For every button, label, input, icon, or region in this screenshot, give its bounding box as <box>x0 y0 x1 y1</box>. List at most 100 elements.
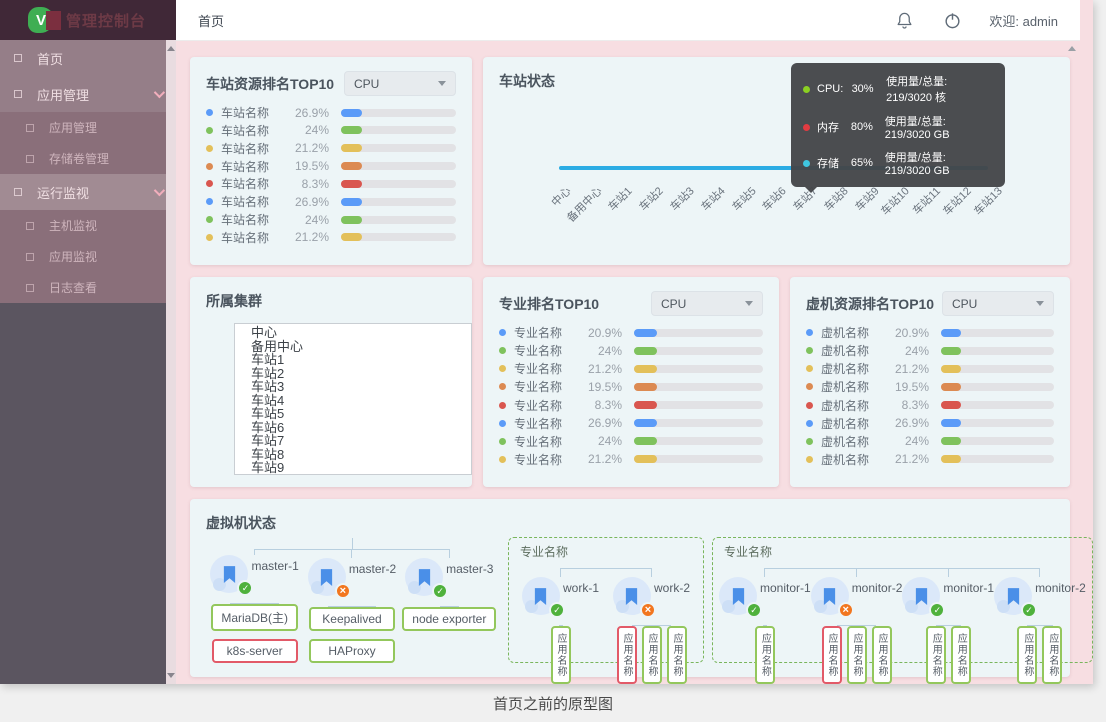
rank-row: 车站名称 21.2% <box>206 140 456 157</box>
vm-app-box[interactable]: 应用名称 <box>616 626 637 684</box>
sidebar-menu-item[interactable]: 运行监视 <box>0 174 176 210</box>
vm-app-box[interactable]: Keepalived <box>308 607 395 631</box>
caret-down-icon <box>745 301 753 306</box>
tree-stub <box>560 568 561 577</box>
rank-label: 虚机名称 <box>821 344 870 359</box>
vm-app-box[interactable]: 应用名称 <box>846 626 867 684</box>
vm-status-title: 虚拟机状态 <box>206 515 276 531</box>
vm-app-box[interactable]: HAProxy <box>308 639 395 663</box>
vm-icon[interactable] <box>210 555 254 596</box>
vm-app-box[interactable]: 应用名称 <box>641 626 662 684</box>
station-node[interactable]: 车站1 <box>607 161 635 213</box>
vm-icon[interactable] <box>902 577 946 618</box>
cluster-list-item[interactable]: 中心 <box>251 325 278 340</box>
vm-app-box[interactable]: 应用名称 <box>871 626 892 684</box>
cluster-list-item[interactable]: 车站3 <box>251 379 285 394</box>
vm-node: monitor-1 应用名称 <box>719 568 811 684</box>
rank-label: 车站名称 <box>221 123 270 138</box>
rank-value: 26.9% <box>294 194 329 209</box>
sidebar-menu-item[interactable]: 应用监视 <box>0 241 176 272</box>
vm-rank-filter-select[interactable]: CPU <box>942 291 1054 316</box>
rank-value: 24% <box>904 343 929 358</box>
cluster-list-item[interactable]: 车站1 <box>251 352 285 367</box>
rank-label: 虚机名称 <box>821 326 870 340</box>
tree-connector <box>254 538 450 550</box>
tree-stub <box>254 549 256 555</box>
vm-app-box[interactable]: MariaDB(主) <box>211 604 298 631</box>
vm-app-box[interactable]: 应用名称 <box>666 626 687 684</box>
cluster-listbox[interactable]: 中心 备用中心 车站1 车站2 车站3 车站4 车站5 车站6 车站7 车站8 车站9 <box>234 323 472 475</box>
rank-dot-icon <box>806 383 813 391</box>
cluster-title: 所属集群 <box>206 293 262 309</box>
sidebar-scrollbar[interactable] <box>166 40 176 684</box>
vm-app-box[interactable]: 应用名称 <box>550 626 571 684</box>
scroll-down-icon[interactable] <box>167 673 175 678</box>
vm-icon[interactable] <box>994 577 1038 618</box>
scroll-up-icon[interactable] <box>167 46 175 51</box>
logo-v-icon: V <box>28 7 61 33</box>
vm-app-box[interactable]: 应用名称 <box>821 626 842 684</box>
vm-icon[interactable] <box>405 558 449 599</box>
cluster-list-item[interactable]: 车站4 <box>251 392 285 408</box>
cluster-list-item[interactable]: 车站8 <box>251 446 285 462</box>
cluster-card: 所属集群 中心 备用中心 车站1 车站2 车站3 车站4 车站5 车站6 车站7 车站8 车站9 <box>190 46 1076 487</box>
sidebar-menu-item[interactable]: 首页 <box>0 40 176 76</box>
notification-bell-icon[interactable] <box>893 9 915 31</box>
cluster-list-item[interactable]: 车站7 <box>251 433 285 448</box>
sidebar-menu-item[interactable]: 存储卷管理 <box>0 143 176 174</box>
station-node[interactable]: 车站5 <box>730 161 758 213</box>
rank-bar-track <box>634 455 763 464</box>
station-node[interactable]: 车站2 <box>638 161 666 213</box>
rank-row: 虚机名称 21.2% <box>806 451 1054 468</box>
vm-icon[interactable] <box>612 577 656 618</box>
vm-app-list: node exporter <box>402 598 497 631</box>
rank-bar-track <box>634 419 763 428</box>
vm-app-box[interactable]: 应用名称 <box>950 626 971 684</box>
cluster-list-item[interactable]: 车站6 <box>251 419 285 435</box>
vm-app-box[interactable]: 应用名称 <box>1017 626 1038 684</box>
tooltip-row: 存储 65% 使用量/总量: 219/3020 GB <box>803 149 993 177</box>
vm-icon[interactable] <box>810 577 854 618</box>
rank-row: 虚机名称 26.9% <box>806 415 1054 432</box>
cluster-list-item[interactable]: 车站5 <box>251 406 285 421</box>
station-node[interactable]: 中心 <box>550 161 574 209</box>
rank-bar-fill <box>941 419 962 428</box>
rank-bar-fill <box>341 108 362 117</box>
station-node[interactable]: 车站3 <box>668 161 696 213</box>
sidebar-menu-item[interactable]: 日志查看 <box>0 272 176 303</box>
vm-app-box[interactable]: k8s-server <box>211 639 298 663</box>
vm-icon[interactable] <box>521 577 565 618</box>
vm-node-name: work-1 <box>562 581 599 595</box>
station-node[interactable]: 车站6 <box>761 161 789 213</box>
station-rank-filter-select[interactable]: CPU <box>344 71 456 96</box>
power-logout-icon[interactable] <box>941 9 963 31</box>
tooltip-usage: 使用量/总量: 219/3020 GB <box>884 152 950 177</box>
vm-status-badge-icon <box>432 583 449 599</box>
vm-app-box[interactable]: 应用名称 <box>754 626 775 684</box>
cluster-list-item[interactable]: 备用中心 <box>251 338 304 354</box>
station-node[interactable]: 备用中心 <box>565 161 605 225</box>
sidebar-menu-item[interactable]: 应用管理 <box>0 112 176 143</box>
sidebar-menu-item[interactable]: 主机监视 <box>0 210 176 241</box>
vm-app-box[interactable]: 应用名称 <box>925 626 946 684</box>
cluster-list-item[interactable]: 车站2 <box>251 365 285 381</box>
menu-square-icon <box>26 283 34 292</box>
vm-app-box[interactable]: 应用名称 <box>1042 626 1063 684</box>
major-rank-filter-select[interactable]: CPU <box>651 291 763 316</box>
breadcrumb[interactable]: 首页 <box>198 13 225 29</box>
station-node[interactable]: 车站4 <box>699 161 727 213</box>
vm-status-badge-icon <box>746 602 762 618</box>
vm-icon[interactable] <box>307 558 351 599</box>
sidebar-menu-item[interactable]: 应用管理 <box>0 76 176 112</box>
list-scroll-up-icon[interactable] <box>1068 46 1076 51</box>
rank-value: 26.9% <box>894 416 929 431</box>
vm-node-name: monitor-2 <box>1035 581 1086 595</box>
vm-icon[interactable] <box>719 577 762 618</box>
rank-value: 24% <box>304 212 329 227</box>
cluster-list-item[interactable]: 车站9 <box>251 460 285 475</box>
rank-dot-icon <box>806 437 813 445</box>
rank-label: 虚机名称 <box>821 416 870 431</box>
rank-dot-icon <box>206 198 213 206</box>
vm-app-box[interactable]: node exporter <box>402 607 497 631</box>
vm-group-label: 专业名称 <box>520 545 569 559</box>
